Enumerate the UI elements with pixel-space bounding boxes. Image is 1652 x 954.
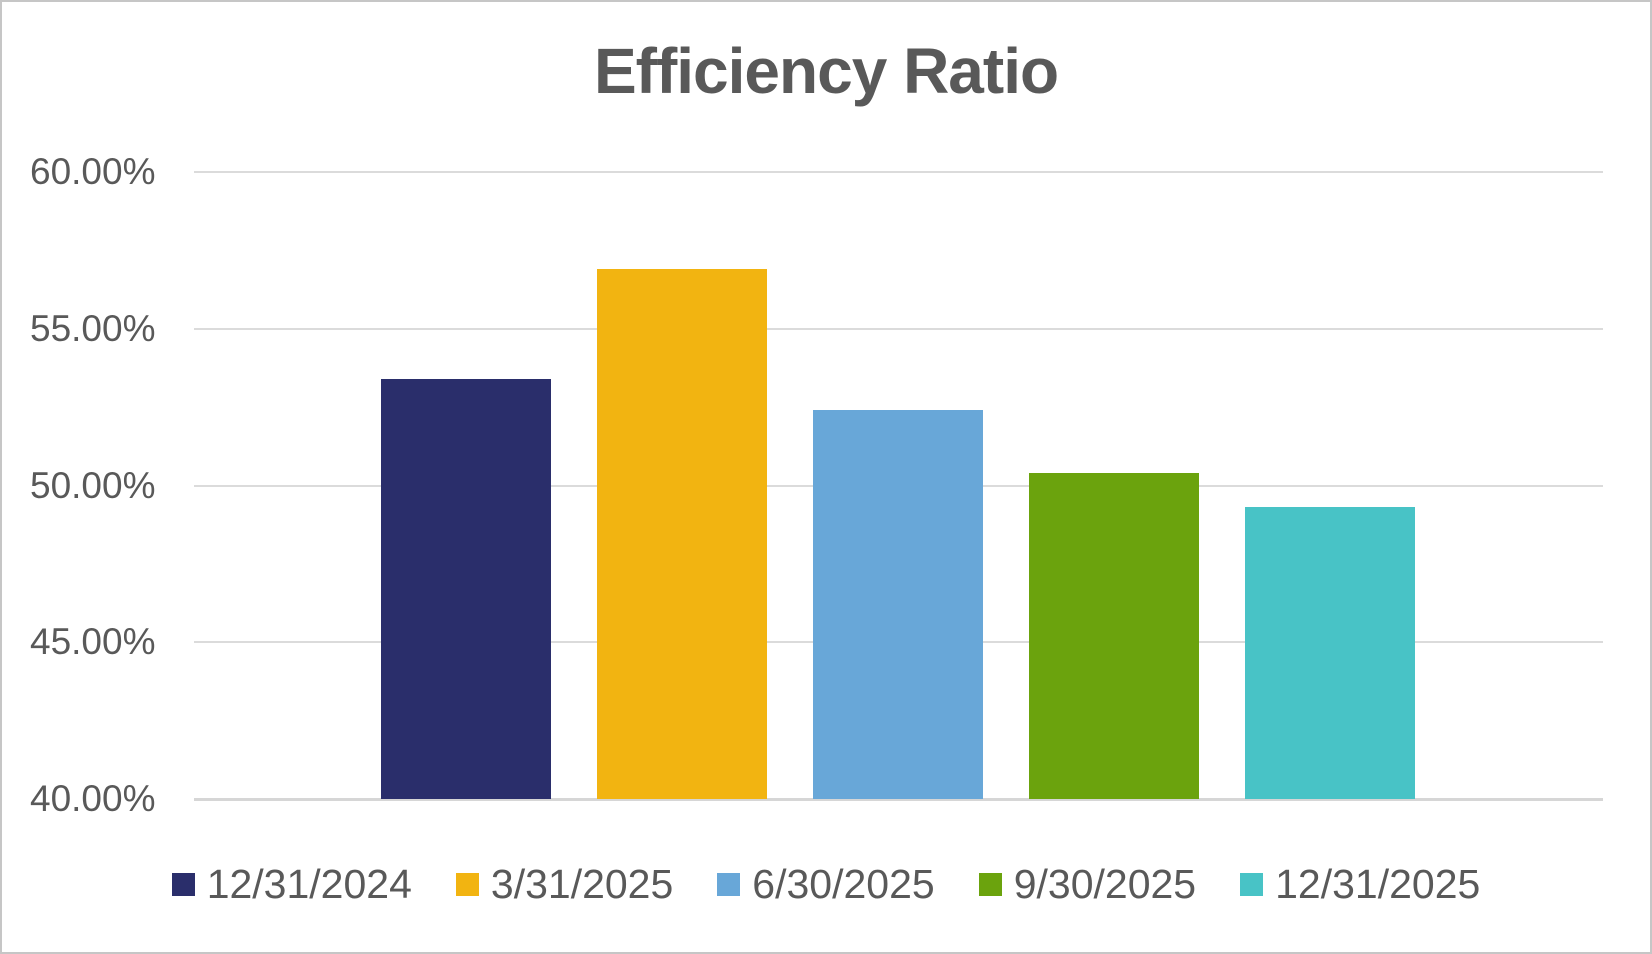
bar-9-30-2025	[1029, 472, 1199, 799]
plot-area	[194, 171, 1603, 801]
legend-label: 6/30/2025	[752, 860, 935, 907]
x-axis-line	[194, 798, 1603, 801]
legend-marker-icon	[1240, 872, 1264, 896]
legend-label: 9/30/2025	[1013, 860, 1197, 907]
legend-item-6-30-2025: 6/30/2025	[717, 860, 935, 908]
y-tick-label: 55.00%	[30, 307, 156, 349]
bar-3-31-2025	[597, 269, 767, 799]
legend-marker-icon	[171, 872, 195, 896]
legend-marker-icon	[717, 872, 741, 896]
y-tick-label: 60.00%	[30, 151, 156, 192]
bar-12-31-2025	[1245, 507, 1415, 799]
gridline	[194, 171, 1603, 173]
bar-6-30-2025	[813, 410, 983, 799]
bar-12-31-2024	[381, 378, 551, 799]
y-tick-label: 50.00%	[30, 464, 156, 506]
legend: 12/31/2024 3/31/2025 6/30/2025 9/30/2025 12/…	[2, 854, 1650, 914]
legend-label: 12/31/2025	[1275, 860, 1481, 907]
legend-item-9-30-2025: 9/30/2025	[978, 860, 1197, 908]
legend-item-12-31-2024: 12/31/2024	[171, 860, 412, 908]
gridline	[194, 327, 1603, 330]
y-tick-label: 40.00%	[30, 778, 156, 819]
legend-label: 12/31/2024	[206, 860, 412, 907]
legend-item-3-31-2025: 3/31/2025	[455, 860, 674, 908]
y-tick-label: 45.00%	[30, 621, 156, 663]
legend-item-12-31-2025: 12/31/2025	[1240, 861, 1480, 908]
legend-label: 3/31/2025	[490, 860, 674, 907]
chart-title: Efficiency Ratio	[593, 35, 1059, 107]
legend-marker-icon	[455, 872, 479, 896]
y-axis: 60.00% 55.00% 50.00% 45.00% 40.00%	[30, 151, 180, 819]
legend-marker-icon	[978, 872, 1002, 896]
